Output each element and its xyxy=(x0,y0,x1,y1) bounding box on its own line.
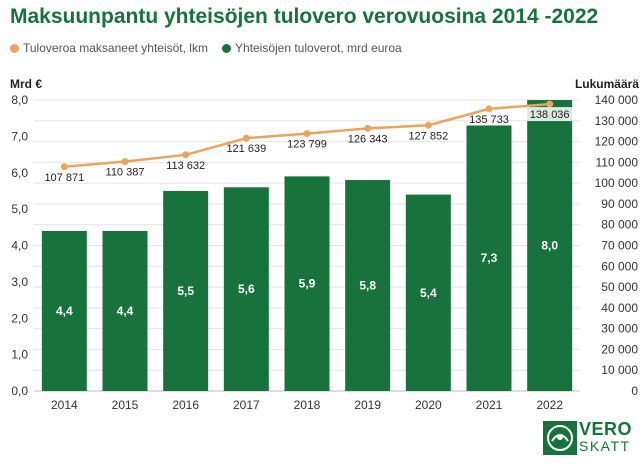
line-data-label: 127 852 xyxy=(408,130,448,142)
bar-data-label: 4,4 xyxy=(117,304,134,318)
right-tick-label: 20 000 xyxy=(601,342,638,356)
vero-skatt-logo: VERO SKATT xyxy=(543,418,639,458)
left-tick-label: 8,0 xyxy=(11,93,28,107)
right-tick-label: 90 000 xyxy=(601,197,638,211)
chart-legend: Tuloveroa maksaneet yhteisöt, lkm Yhteis… xyxy=(10,41,416,55)
left-tick-label: 0,0 xyxy=(11,384,28,398)
left-tick-label: 1,0 xyxy=(11,348,28,362)
left-tick-label: 7,0 xyxy=(11,129,28,143)
bar-data-label: 5,5 xyxy=(177,284,194,298)
logo-text-vero: VERO xyxy=(579,419,633,439)
line-point xyxy=(182,151,190,159)
line-data-label: 113 632 xyxy=(166,160,205,172)
line-point xyxy=(242,134,250,142)
bar-data-label: 5,8 xyxy=(359,279,376,293)
bar-data-label: 8,0 xyxy=(541,239,558,253)
line-point xyxy=(424,121,432,129)
line-data-label-bg xyxy=(525,107,574,122)
right-tick-label: 110 000 xyxy=(596,155,639,169)
right-tick-label: 10 000 xyxy=(601,363,638,377)
left-tick-label: 5,0 xyxy=(11,202,28,216)
right-tick-label: 140 000 xyxy=(595,93,639,107)
legend-swatch-tax xyxy=(221,43,231,53)
left-tick-label: 4,0 xyxy=(11,239,28,253)
line-point xyxy=(364,124,372,132)
bar xyxy=(405,194,451,391)
right-axis-title: Lukumäärä xyxy=(574,77,639,91)
bar xyxy=(223,187,269,391)
bar-data-label: 5,6 xyxy=(238,282,255,296)
legend-item-tax: Yhteisöjen tuloverot, mrd euroa xyxy=(221,41,402,55)
right-tick-label: 100 000 xyxy=(595,176,639,190)
right-tick-label: 30 000 xyxy=(601,322,638,336)
bar xyxy=(527,100,573,391)
x-tick-label: 2021 xyxy=(476,398,503,412)
line-point xyxy=(485,105,493,113)
right-tick-label: 70 000 xyxy=(601,239,638,253)
bar-data-label: 5,4 xyxy=(420,286,437,300)
bar xyxy=(284,176,330,391)
logo-text-skatt: SKATT xyxy=(579,438,631,454)
legend-item-count: Tuloveroa maksaneet yhteisöt, lkm xyxy=(10,41,208,55)
line-data-label: 126 343 xyxy=(348,133,388,145)
line-data-label: 107 871 xyxy=(44,172,84,184)
bar-data-label: 7,3 xyxy=(481,251,498,265)
chart-title: Maksuunpantu yhteisöjen tulovero verovuo… xyxy=(10,5,599,28)
bar xyxy=(41,230,87,391)
bar-data-label: 5,9 xyxy=(299,277,316,291)
bar xyxy=(102,230,148,391)
bar-data-label: 4,4 xyxy=(56,304,73,318)
x-tick-label: 2014 xyxy=(51,398,78,412)
x-tick-label: 2020 xyxy=(415,398,442,412)
line-data-label: 135 733 xyxy=(469,114,509,126)
right-tick-label: 130 000 xyxy=(595,114,639,128)
left-tick-label: 3,0 xyxy=(11,275,28,289)
bar xyxy=(345,180,391,391)
legend-swatch-count xyxy=(10,43,19,53)
x-tick-label: 2022 xyxy=(536,398,563,412)
right-tick-label: 50 000 xyxy=(601,280,638,294)
bar xyxy=(466,125,512,392)
bar xyxy=(163,190,209,391)
x-tick-label: 2015 xyxy=(112,398,139,412)
x-tick-label: 2018 xyxy=(294,398,321,412)
line-point xyxy=(546,100,554,108)
vero-emblem-icon xyxy=(543,421,577,455)
right-tick-label: 80 000 xyxy=(601,218,638,232)
line-point xyxy=(303,130,311,138)
legend-label-count: Tuloveroa maksaneet yhteisöt, lkm xyxy=(23,41,208,55)
left-tick-label: 2,0 xyxy=(11,311,28,325)
x-tick-label: 2019 xyxy=(354,398,381,412)
line-point xyxy=(121,158,129,166)
x-tick-label: 2017 xyxy=(233,398,260,412)
x-tick-label: 2016 xyxy=(172,398,199,412)
legend-label-tax: Yhteisöjen tuloverot, mrd euroa xyxy=(234,41,402,55)
line-point xyxy=(60,163,68,171)
line-data-label: 138 036 xyxy=(530,109,570,121)
right-tick-label: 120 000 xyxy=(595,135,639,149)
line-data-label: 110 387 xyxy=(106,167,145,179)
right-tick-label: 60 000 xyxy=(601,259,638,273)
right-tick-label: 0 xyxy=(631,384,638,398)
left-axis-title: Mrd € xyxy=(10,77,43,91)
left-tick-label: 6,0 xyxy=(11,166,28,180)
right-tick-label: 40 000 xyxy=(601,301,638,315)
line-data-label: 123 799 xyxy=(287,139,327,151)
line-data-label: 121 639 xyxy=(226,143,266,155)
